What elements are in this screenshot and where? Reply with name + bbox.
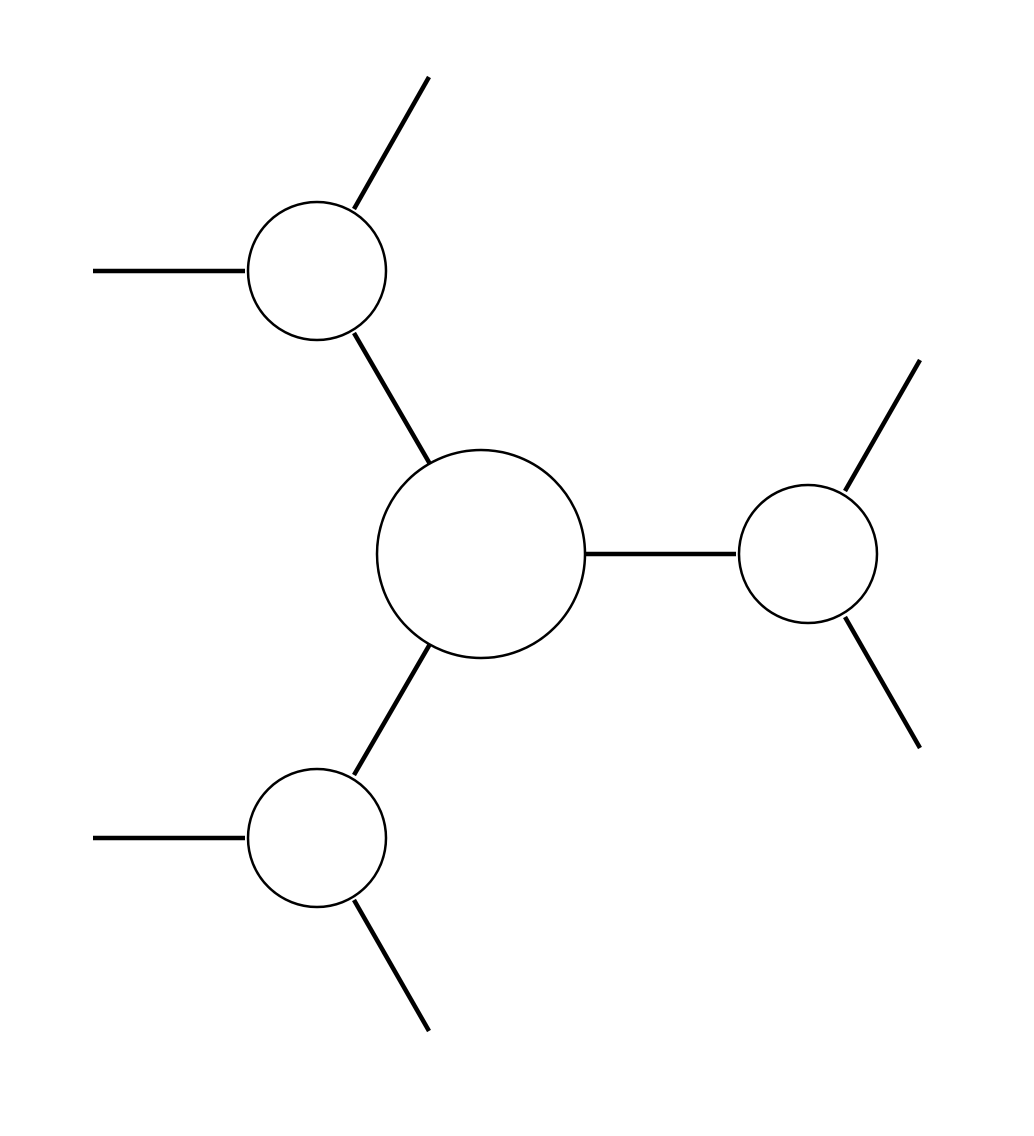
edge-center-lower-left (352, 642, 432, 777)
central-node (375, 448, 587, 660)
edge-lower-left-down (352, 898, 431, 1033)
edge-center-upper-left (352, 331, 432, 466)
edge-right-up (843, 358, 922, 493)
branch-node-lower-left (246, 767, 388, 909)
edge-right-down (843, 615, 922, 750)
branch-node-upper-left (246, 200, 388, 342)
branch-node-right (737, 483, 879, 625)
edge-upper-left-up (352, 75, 431, 211)
